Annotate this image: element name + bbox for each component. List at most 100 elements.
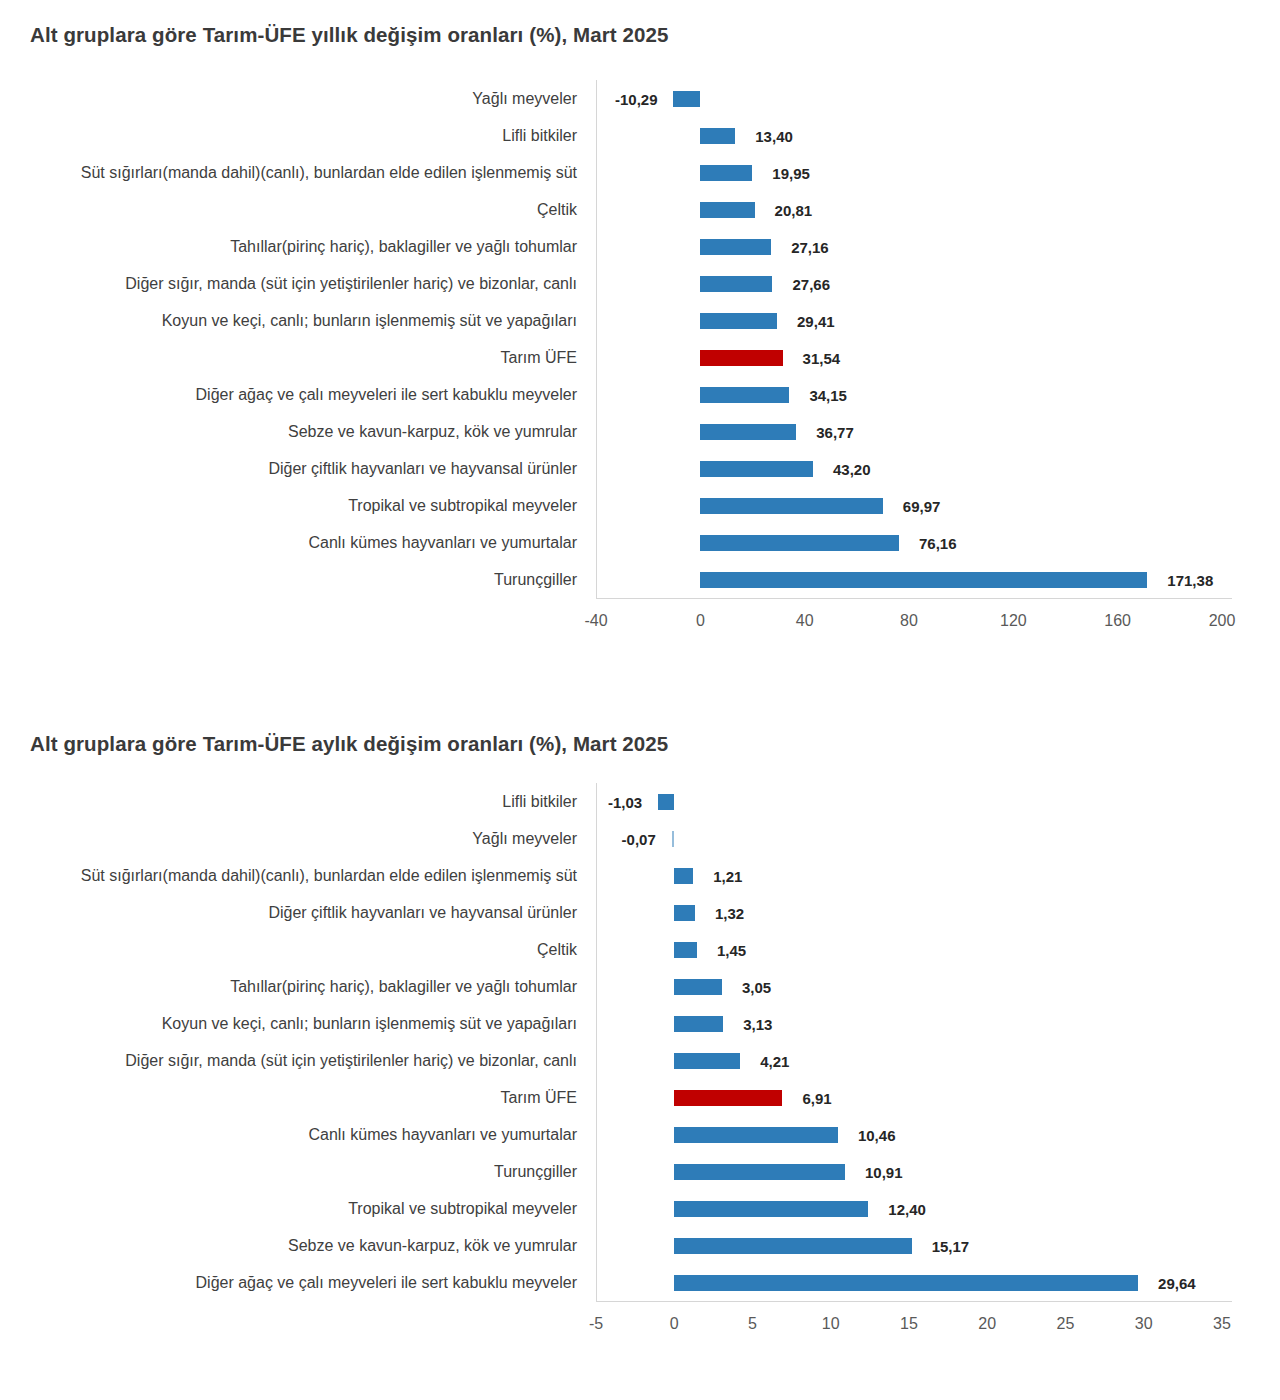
value-label: 69,97 <box>903 497 941 514</box>
bar <box>700 165 752 181</box>
axis-tick-label: 15 <box>900 1315 918 1333</box>
chart-title-monthly: Alt gruplara göre Tarım-ÜFE aylık değişi… <box>30 732 668 756</box>
chart-row: Süt sığırları(manda dahil)(canlı), bunla… <box>0 154 1280 191</box>
x-axis-ticks-yearly: -4004080120160200 <box>0 612 1280 632</box>
chart-row: Diğer ağaç ve çalı meyveleri ile sert ka… <box>0 1264 1280 1301</box>
value-label: 6,91 <box>802 1089 831 1106</box>
bar-track: 12,40 <box>596 1190 1222 1227</box>
category-label: Süt sığırları(manda dahil)(canlı), bunla… <box>0 164 577 182</box>
category-label: Diğer çiftlik hayvanları ve hayvansal ür… <box>0 460 577 478</box>
bar-track: 36,77 <box>596 413 1222 450</box>
bar <box>674 1164 845 1180</box>
bar <box>674 868 693 884</box>
category-label: Diğer sığır, manda (süt için yetiştirile… <box>0 1052 577 1070</box>
category-label: Tropikal ve subtropikal meyveler <box>0 497 577 515</box>
chart-row: Süt sığırları(manda dahil)(canlı), bunla… <box>0 857 1280 894</box>
value-label: 3,13 <box>743 1015 772 1032</box>
highlight-bar <box>700 350 782 366</box>
chart-row: Koyun ve keçi, canlı; bunların işlenmemi… <box>0 1005 1280 1042</box>
bar <box>674 1016 723 1032</box>
axis-tick-label: 0 <box>696 612 705 630</box>
value-label: 29,41 <box>797 312 835 329</box>
chart-row: Yağlı meyveler-0,07 <box>0 820 1280 857</box>
bar-track: 1,45 <box>596 931 1222 968</box>
x-axis-ticks-monthly: -505101520253035 <box>0 1315 1280 1335</box>
axis-tick-label: 40 <box>796 612 814 630</box>
category-label: Tarım ÜFE <box>0 349 577 367</box>
axis-tick-label: -40 <box>584 612 607 630</box>
monthly-chart-plot: Lifli bitkiler-1,03Yağlı meyveler-0,07 Sü… <box>0 783 1280 1301</box>
axis-tick-label: 25 <box>1057 1315 1075 1333</box>
category-label: Sebze ve kavun-karpuz, kök ve yumrular <box>0 423 577 441</box>
value-label: 1,32 <box>715 904 744 921</box>
category-label: Diğer ağaç ve çalı meyveleri ile sert ka… <box>0 1274 577 1292</box>
bar <box>674 1201 868 1217</box>
bar <box>700 535 899 551</box>
axis-tick-label: 0 <box>670 1315 679 1333</box>
bar-track: 43,20 <box>596 450 1222 487</box>
bar <box>700 239 771 255</box>
bar-track: 1,32 <box>596 894 1222 931</box>
axis-tick-label: 10 <box>822 1315 840 1333</box>
bar <box>700 128 735 144</box>
value-label: 12,40 <box>888 1200 926 1217</box>
axis-tick-label: 35 <box>1213 1315 1231 1333</box>
value-label: -0,07 <box>622 830 656 847</box>
bar <box>674 1238 911 1254</box>
chart-row: Lifli bitkiler-1,03 <box>0 783 1280 820</box>
category-label: Koyun ve keçi, canlı; bunların işlenmemi… <box>0 312 577 330</box>
bar <box>700 461 813 477</box>
category-label: Çeltik <box>0 201 577 219</box>
bar <box>673 91 700 107</box>
chart-row: Canlı kümes hayvanları ve yumurtalar 10,4… <box>0 1116 1280 1153</box>
chart-row: Diğer çiftlik hayvanları ve hayvansal ür… <box>0 450 1280 487</box>
chart-row: Diğer çiftlik hayvanları ve hayvansal ür… <box>0 894 1280 931</box>
value-label: 1,45 <box>717 941 746 958</box>
bar-track: 20,81 <box>596 191 1222 228</box>
chart-title-yearly: Alt gruplara göre Tarım-ÜFE yıllık değiş… <box>30 23 668 47</box>
axis-tick-label: 20 <box>978 1315 996 1333</box>
category-label: Tropikal ve subtropikal meyveler <box>0 1200 577 1218</box>
bar-track: 29,41 <box>596 302 1222 339</box>
category-label: Çeltik <box>0 941 577 959</box>
axis-tick-label: -5 <box>589 1315 603 1333</box>
y-axis-line-monthly <box>596 783 597 1301</box>
chart-row: Canlı kümes hayvanları ve yumurtalar76,1… <box>0 524 1280 561</box>
highlight-bar <box>674 1090 782 1106</box>
category-label: Diğer çiftlik hayvanları ve hayvansal ür… <box>0 904 577 922</box>
category-label: Turunçgiller <box>0 1163 577 1181</box>
value-label: -1,03 <box>608 793 642 810</box>
category-label: Canlı kümes hayvanları ve yumurtalar <box>0 1126 577 1144</box>
chart-row: Sebze ve kavun-karpuz, kök ve yumrular 36… <box>0 413 1280 450</box>
bar-track: -1,03 <box>596 783 1222 820</box>
bar <box>674 1053 740 1069</box>
value-label: 171,38 <box>1167 571 1213 588</box>
x-axis-line-yearly <box>596 598 1232 599</box>
chart-row: Turunçgiller10,91 <box>0 1153 1280 1190</box>
bar <box>658 794 674 810</box>
bar <box>700 387 789 403</box>
bar <box>674 1275 1138 1291</box>
bar-track: 4,21 <box>596 1042 1222 1079</box>
yearly-chart-plot: Yağlı meyveler-10,29Lifli bitkiler13,40S… <box>0 80 1280 598</box>
bar <box>700 276 772 292</box>
bar <box>700 424 796 440</box>
bar-track: 15,17 <box>596 1227 1222 1264</box>
bar <box>674 979 722 995</box>
category-label: Süt sığırları(manda dahil)(canlı), bunla… <box>0 867 577 885</box>
bar-track: 10,46 <box>596 1116 1222 1153</box>
chart-row: Çeltik 1,45 <box>0 931 1280 968</box>
value-label: 1,21 <box>713 867 742 884</box>
axis-tick-label: 80 <box>900 612 918 630</box>
category-label: Diğer sığır, manda (süt için yetiştirile… <box>0 275 577 293</box>
bar <box>700 202 754 218</box>
value-label: 36,77 <box>816 423 854 440</box>
chart-row: Lifli bitkiler13,40 <box>0 117 1280 154</box>
chart-row: Çeltik 20,81 <box>0 191 1280 228</box>
axis-tick-label: 120 <box>1000 612 1027 630</box>
x-axis-line-monthly <box>596 1301 1232 1302</box>
value-label: 10,46 <box>858 1126 896 1143</box>
bar-track: 1,21 <box>596 857 1222 894</box>
bar-track: -0,07 <box>596 820 1222 857</box>
bar-track: 171,38 <box>596 561 1222 598</box>
